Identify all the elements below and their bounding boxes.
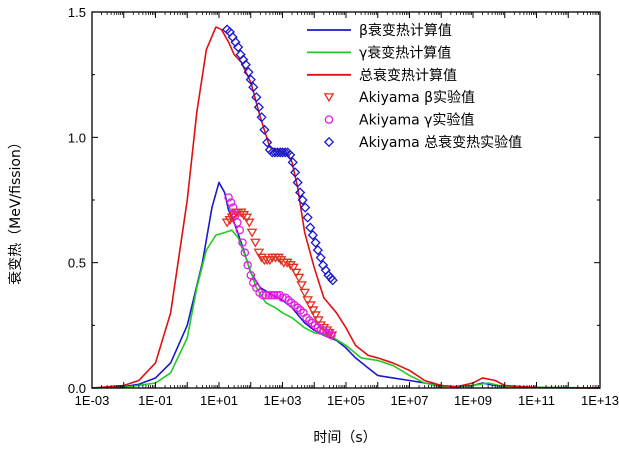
data-point-s3-23 [285, 261, 296, 271]
data-point-s3-31 [307, 306, 319, 316]
data-point-s4-1 [226, 198, 236, 207]
legend-swatch-3 [323, 93, 335, 103]
data-point-s4-3 [231, 210, 240, 220]
data-point-s3-25 [290, 268, 302, 278]
data-point-s5-11 [251, 92, 262, 103]
data-point-s3-9 [243, 218, 255, 228]
series-line-2 [91, 26, 601, 389]
data-point-s3-33 [313, 316, 324, 326]
legend-label-3: Akiyama β实验值 [359, 90, 475, 106]
legend-label-1: γ衰变热计算值 [359, 44, 451, 61]
data-point-s5-25 [287, 157, 298, 168]
data-point-s5-13 [256, 112, 267, 123]
data-point-s4-16 [267, 291, 276, 300]
x-tick-label-2: 1E+01 [200, 393, 238, 408]
data-point-s4-4 [233, 218, 242, 227]
data-point-s4-2 [228, 203, 238, 212]
legend-label-4: Akiyama γ实验值 [359, 113, 474, 129]
data-point-s3-10 [246, 228, 258, 238]
x-tick-label-3: 1E+03 [264, 393, 302, 408]
plot-area [92, 12, 600, 388]
data-point-s4-30 [307, 318, 317, 328]
data-point-s4-0 [224, 193, 233, 202]
data-point-s5-35 [312, 245, 323, 256]
data-point-s4-37 [327, 331, 336, 340]
data-point-s5-34 [310, 237, 321, 248]
series-line-1 [91, 229, 601, 389]
data-point-s4-17 [270, 291, 279, 300]
x-tick-label-4: 1E+05 [327, 393, 365, 408]
data-point-s3-6 [235, 208, 247, 218]
data-point-s3-11 [250, 238, 261, 248]
data-point-s3-28 [299, 288, 311, 298]
legend-label-5: Akiyama 总衰变热实验值 [359, 134, 522, 151]
data-point-s3-30 [305, 301, 316, 311]
data-point-s5-33 [307, 229, 318, 241]
x-tick-label-0: 1E-03 [75, 393, 110, 408]
data-point-s4-9 [246, 270, 255, 280]
x-axis-title: 时间（s） [313, 430, 376, 446]
data-point-s3-7 [238, 211, 250, 221]
data-point-s3-29 [302, 296, 313, 306]
data-point-s3-12 [253, 248, 265, 258]
legend-label-0: β衰变热计算值 [359, 22, 452, 39]
data-point-s4-8 [243, 260, 252, 270]
data-point-s4-7 [240, 248, 250, 257]
data-point-s3-22 [281, 258, 293, 268]
data-point-s5-26 [290, 167, 301, 178]
data-point-s3-26 [293, 273, 305, 283]
data-point-s5-15 [262, 137, 273, 148]
data-point-s3-24 [288, 263, 299, 273]
data-point-s5-4 [232, 41, 244, 53]
x-tick-label-6: 1E+09 [454, 393, 492, 408]
data-point-s4-14 [261, 291, 271, 300]
series-layer [91, 24, 601, 389]
x-tick-label-1: 1E-01 [138, 393, 173, 408]
data-point-s5-24 [285, 149, 296, 160]
data-point-s3-27 [296, 281, 307, 291]
data-point-s5-28 [295, 187, 306, 198]
data-point-s3-32 [310, 311, 321, 321]
data-point-s5-32 [305, 222, 316, 233]
data-point-s5-36 [315, 252, 326, 263]
y-tick-label-0: 0.0 [68, 381, 86, 396]
y-tick-label-3: 1.5 [68, 5, 86, 20]
data-point-s4-6 [238, 238, 247, 247]
data-point-s4-15 [264, 291, 274, 300]
y-axis-title: 衰变热（MeV/fission） [7, 135, 24, 285]
data-point-s4-22 [284, 296, 293, 305]
data-point-s5-41 [327, 275, 338, 286]
data-point-s4-5 [235, 225, 244, 235]
data-point-s5-29 [297, 194, 308, 206]
data-point-s4-35 [322, 328, 331, 338]
x-tick-label-7: 1E+11 [518, 393, 555, 408]
data-point-s5-7 [240, 59, 251, 70]
legend-swatch-5 [323, 136, 335, 148]
x-tick-label-5: 1E+07 [391, 393, 429, 408]
axes-layer: 1E-03 1E-01 1E+01 1E+03 1E+05 1E+07 1E+09 1E+11… [68, 5, 619, 408]
plot-background [92, 12, 600, 388]
data-point-s5-31 [302, 212, 313, 223]
y-tick-label-2: 1.0 [68, 130, 86, 145]
data-point-s3-19 [273, 253, 284, 263]
data-point-s5-10 [248, 82, 259, 93]
legend-swatch-4 [324, 115, 334, 124]
data-point-s5-12 [253, 102, 264, 113]
data-point-s5-22 [279, 147, 291, 158]
legend-label-2: 总衰变热计算值 [359, 67, 457, 84]
data-point-s3-8 [241, 213, 253, 223]
data-point-s5-30 [300, 202, 311, 213]
y-tick-label-1: 0.5 [68, 256, 86, 271]
data-point-s5-27 [292, 177, 303, 188]
data-point-s5-14 [259, 124, 270, 135]
data-point-s5-9 [245, 74, 256, 85]
data-point-s4-36 [324, 328, 334, 338]
data-point-s4-18 [272, 291, 282, 300]
data-point-s4-13 [258, 291, 268, 300]
x-tick-label-8: 1E+13 [581, 393, 619, 408]
data-point-s5-8 [243, 67, 254, 78]
